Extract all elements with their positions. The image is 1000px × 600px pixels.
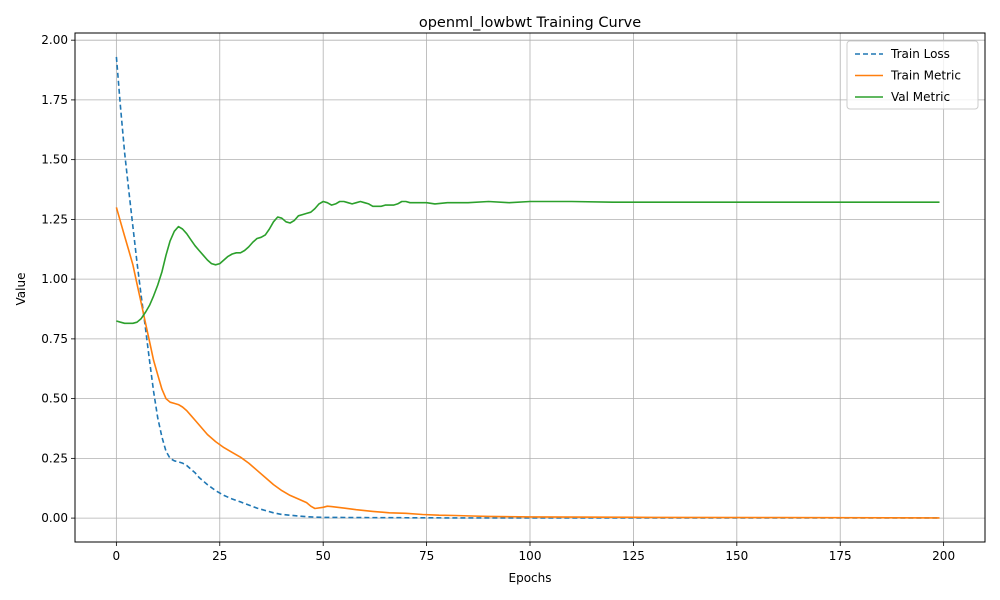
y-tick-label: 1.00 (41, 272, 68, 286)
legend-label: Train Loss (890, 47, 950, 61)
x-tick-label: 50 (316, 549, 331, 563)
x-tick-label: 200 (932, 549, 955, 563)
y-axis-title: Value (14, 273, 28, 306)
y-tick-label: 0.50 (41, 392, 68, 406)
legend-label: Val Metric (891, 90, 950, 104)
x-tick-label: 125 (622, 549, 645, 563)
y-tick-label: 1.75 (41, 93, 68, 107)
x-tick-label: 175 (829, 549, 852, 563)
series-lines (115, 56, 940, 519)
y-tick-label: 0.75 (41, 332, 68, 346)
legend: Train Loss Train Metric Val Metric (846, 40, 979, 110)
legend-box (846, 40, 979, 110)
series-line-val-metric (116, 200, 940, 325)
chart-title: openml_lowbwt Training Curve (419, 15, 641, 31)
series-line-train-metric (115, 207, 940, 519)
x-tick-label: 100 (519, 549, 542, 563)
x-tick-label: 25 (212, 549, 227, 563)
y-tick-label: 0.25 (41, 451, 68, 465)
y-tick-label: 1.25 (41, 212, 68, 226)
x-tick-label: 0 (113, 549, 121, 563)
y-tick-label: 0.00 (41, 511, 68, 525)
series-line-train-loss (115, 56, 940, 519)
y-tick-label: 1.50 (41, 153, 68, 167)
x-tick-label: 75 (419, 549, 434, 563)
axis-ticks: 0 25 50 75 100 125 150 175 200 0.00 0.25 0.50 0.75 1.… (41, 33, 955, 563)
x-tick-label: 150 (725, 549, 748, 563)
y-tick-label: 2.00 (41, 33, 68, 47)
legend-label: Train Metric (890, 69, 961, 83)
x-axis-title: Epochs (509, 571, 552, 585)
grid (75, 33, 985, 542)
